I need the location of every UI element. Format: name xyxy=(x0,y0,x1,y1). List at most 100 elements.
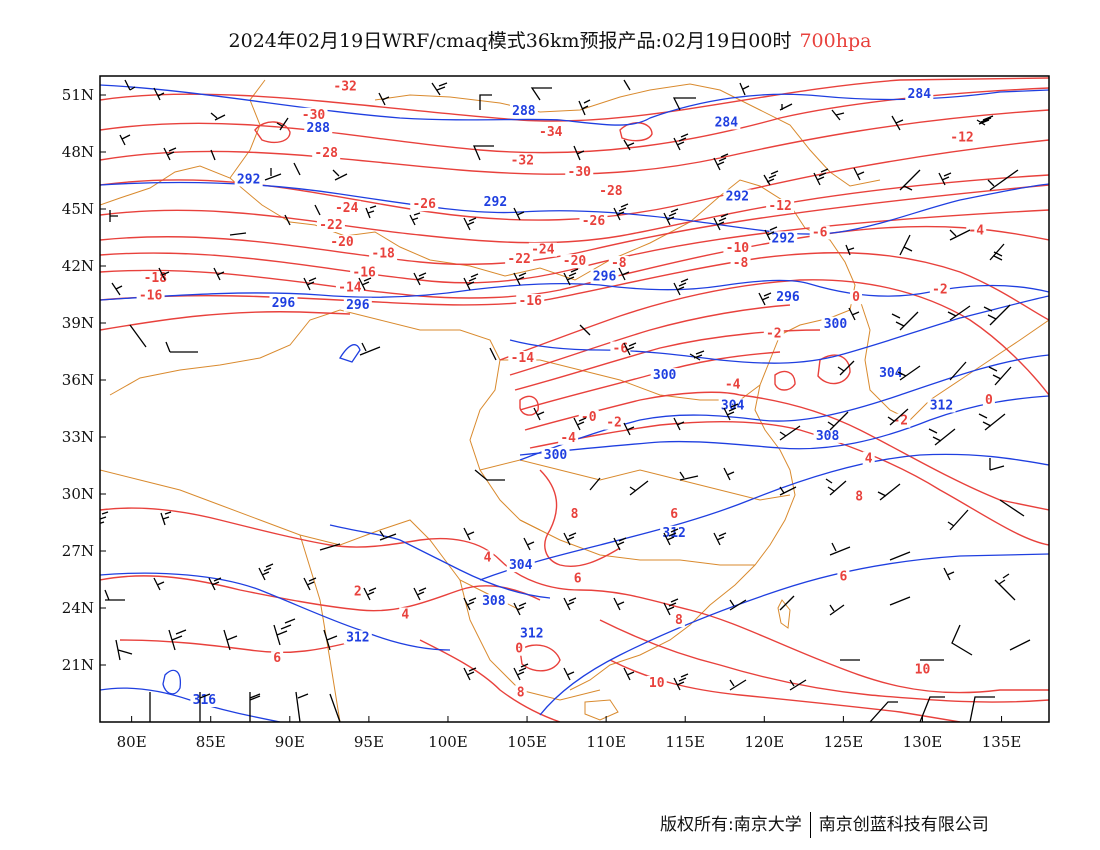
height-label: 304 xyxy=(879,366,903,381)
height-label: 312 xyxy=(520,627,543,642)
height-label: 284 xyxy=(715,115,739,130)
height-label: 316 xyxy=(193,693,217,708)
height-label-bg xyxy=(927,398,956,413)
map-layers: -32-30-28-34-32-30-28-26-24-26-22-20-18-… xyxy=(100,77,1049,722)
provincial-lines-4 xyxy=(299,534,341,722)
isotherm-label-bg xyxy=(579,214,608,229)
isotherm-label-bg xyxy=(966,223,987,238)
isotherm-label: 6 xyxy=(273,651,281,666)
isotherm-label-bg xyxy=(271,651,284,666)
height-label: 308 xyxy=(482,594,506,609)
isotherm-label-bg xyxy=(560,254,589,269)
latitude-axis: 21N 24N 27N 30N 33N 36N 39N 42N 45N 48N 51N xyxy=(62,86,106,674)
height-label: 296 xyxy=(776,290,800,305)
height-label-bg xyxy=(660,525,689,540)
isotherm-label-bg xyxy=(514,685,527,700)
isotherm-label: 8 xyxy=(571,507,579,522)
isotherm-label-bg xyxy=(369,246,398,261)
isotherm-label: -2 xyxy=(606,416,622,431)
isotherm-label-bg xyxy=(351,584,364,599)
height-label: 300 xyxy=(824,317,848,332)
isotherm-label: -26 xyxy=(582,214,606,229)
height-label-bg xyxy=(481,195,510,210)
isotherm-label-bg xyxy=(410,197,439,212)
copyright-text: 版权所有:南京大学 xyxy=(660,815,802,835)
isotherm-label-bg xyxy=(929,282,950,297)
isotherm-label-bg xyxy=(332,200,361,215)
height-label: 312 xyxy=(930,399,953,414)
isotherm-label: -34 xyxy=(539,125,563,140)
height-label-bg xyxy=(905,86,934,101)
isotherm-label: 0 xyxy=(515,642,523,657)
height-label: 288 xyxy=(307,121,331,136)
isotherm-label: -26 xyxy=(412,197,436,212)
tibet-plateau-boundary xyxy=(109,309,541,531)
height-label: 292 xyxy=(772,231,795,246)
lon-tick-label: 135E xyxy=(982,733,1022,751)
isotherm-label-bg xyxy=(596,183,625,198)
isotherm-label: -4 xyxy=(968,224,984,239)
provincial-lines-5 xyxy=(459,579,601,701)
height-label-bg xyxy=(541,447,570,462)
lat-tick-label: 27N xyxy=(62,542,94,560)
lon-tick-label: 85E xyxy=(196,733,226,751)
isotherm-label-bg xyxy=(730,256,751,270)
isotherm-label: 4 xyxy=(484,551,492,566)
taiwan-island xyxy=(777,599,791,629)
isotherm-label: 2 xyxy=(354,585,362,600)
isotherm-label: 0 xyxy=(985,393,993,408)
height-label-bg xyxy=(821,316,850,331)
isotherm-label-bg xyxy=(853,489,866,504)
isotherm-label-bg xyxy=(948,130,977,145)
lat-tick-label: 21N xyxy=(62,656,94,674)
height-label: 292 xyxy=(237,172,260,187)
company-text: 南京创蓝科技有限公司 xyxy=(818,815,989,835)
isotherm-label-bg xyxy=(571,571,584,586)
height-label: 300 xyxy=(544,448,568,463)
isotherm-label-bg xyxy=(508,351,537,365)
isotherm-label: 8 xyxy=(517,685,525,700)
lon-tick-label: 125E xyxy=(824,733,864,751)
height-label: 292 xyxy=(484,195,507,210)
isotherm-label: 8 xyxy=(675,613,683,628)
height-label-bg xyxy=(769,231,798,246)
isotherm-label: -22 xyxy=(319,218,342,233)
height-label-bg xyxy=(712,115,741,130)
isotherm-label: -2 xyxy=(892,414,908,429)
provincial-lines-2 xyxy=(479,459,791,501)
isotherm-label: -20 xyxy=(330,235,354,250)
map-frame xyxy=(99,75,1050,723)
isotherm-label: -8 xyxy=(611,256,627,271)
isotherm-label-bg xyxy=(481,550,494,565)
longitude-axis: 80E 85E 90E 95E 100E 105E 110E 115E 120E 125E 130E… xyxy=(117,716,1022,751)
height-label-bg xyxy=(343,630,372,645)
lon-tick-label: 120E xyxy=(745,733,785,751)
lon-tick-label: 90E xyxy=(275,733,305,751)
isotherm-label-bg xyxy=(508,153,537,168)
isotherm-label: 10 xyxy=(915,663,931,678)
isotherm-label-bg xyxy=(890,413,911,428)
height-label: 284 xyxy=(908,87,932,102)
isotherm-label: -10 xyxy=(726,241,750,256)
lon-tick-label: 80E xyxy=(117,733,147,751)
isotherm-label-bg xyxy=(604,415,625,430)
isotherm-label: -32 xyxy=(333,79,356,94)
lon-tick-label: 105E xyxy=(507,733,547,751)
isotherm-label-bg xyxy=(331,79,360,94)
isotherm-label-bg xyxy=(513,641,526,656)
isotherm-label: -16 xyxy=(139,288,163,303)
isotherm-label-bg xyxy=(763,326,784,341)
isotherm-label-bg xyxy=(505,252,534,267)
isotherm-label: -8 xyxy=(733,256,749,271)
lat-tick-label: 45N xyxy=(62,200,94,218)
isotherm-label-bg xyxy=(399,607,412,622)
isotherm-label-bg xyxy=(672,613,685,628)
isotherm-label-bg xyxy=(982,392,995,407)
isotherm-label: 8 xyxy=(855,490,863,505)
height-label-bg xyxy=(813,428,842,443)
provincial-lines-3 xyxy=(519,519,755,566)
height-label-bg xyxy=(234,172,263,187)
isotherm-label: -2 xyxy=(766,326,782,341)
isotherm-label: -2 xyxy=(932,283,948,298)
